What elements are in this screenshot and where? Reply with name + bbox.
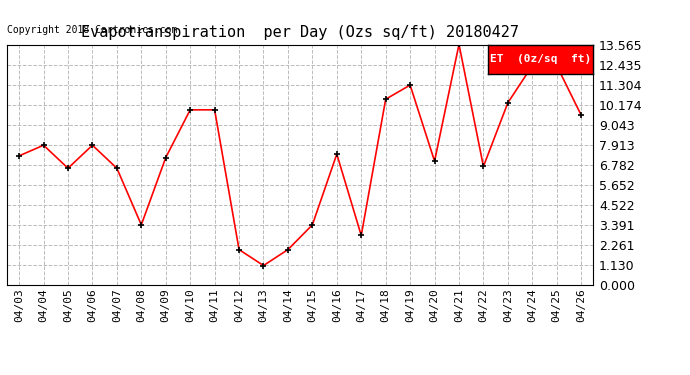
Text: Copyright 2018 Cartronics.com: Copyright 2018 Cartronics.com (7, 26, 177, 35)
Title: Evapotranspiration  per Day (Ozs sq/ft) 20180427: Evapotranspiration per Day (Ozs sq/ft) 2… (81, 25, 519, 40)
